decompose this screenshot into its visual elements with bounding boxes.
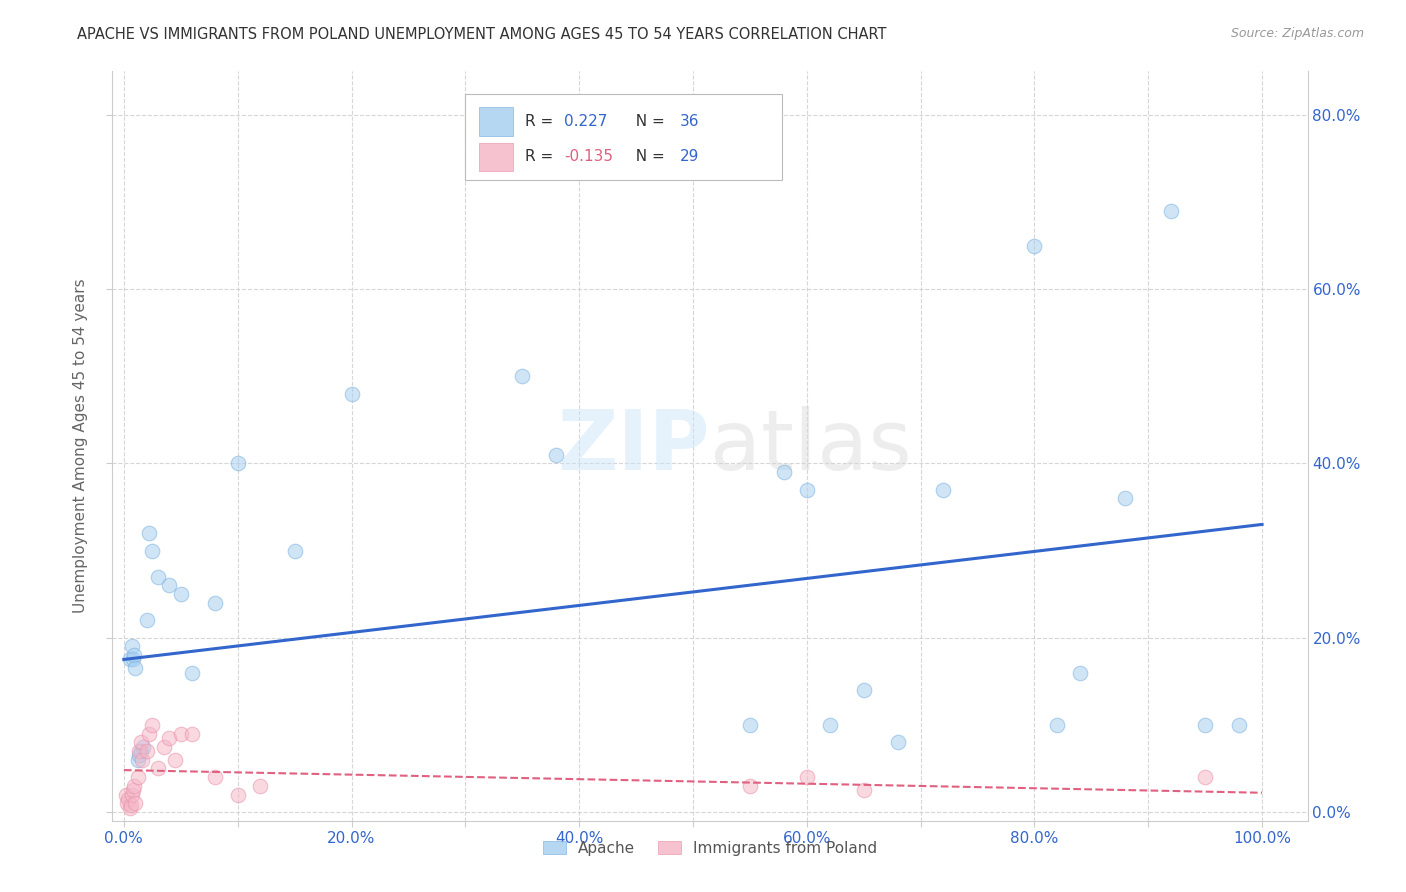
Text: APACHE VS IMMIGRANTS FROM POLAND UNEMPLOYMENT AMONG AGES 45 TO 54 YEARS CORRELAT: APACHE VS IMMIGRANTS FROM POLAND UNEMPLO…: [77, 27, 887, 42]
Text: 29: 29: [681, 149, 700, 164]
Point: [129, 744, 152, 758]
Point: [340, 386, 363, 401]
Point: [138, 526, 160, 541]
Point: [1160, 203, 1182, 218]
Point: [226, 788, 249, 802]
Point: [165, 753, 187, 767]
Point: [932, 483, 955, 497]
Point: [1046, 718, 1069, 732]
Point: [887, 735, 910, 749]
Text: ZIP: ZIP: [558, 406, 710, 486]
Point: [852, 783, 875, 797]
Point: [738, 779, 761, 793]
Point: [226, 457, 249, 471]
Point: [818, 718, 841, 732]
Point: [129, 735, 152, 749]
Point: [132, 739, 155, 754]
Text: 0.227: 0.227: [564, 114, 607, 129]
Point: [1194, 718, 1216, 732]
Point: [122, 783, 145, 797]
Point: [1114, 491, 1136, 506]
Point: [852, 682, 875, 697]
Point: [170, 587, 193, 601]
FancyBboxPatch shape: [465, 94, 782, 180]
Point: [127, 770, 149, 784]
Point: [546, 448, 568, 462]
Point: [157, 731, 180, 745]
Point: [117, 792, 139, 806]
Bar: [479, 107, 513, 136]
Point: [138, 726, 160, 740]
Point: [796, 770, 818, 784]
Point: [131, 753, 153, 767]
Point: [1194, 770, 1216, 784]
Point: [128, 748, 150, 763]
Point: [122, 652, 145, 666]
Point: [1227, 718, 1250, 732]
Point: [170, 726, 193, 740]
Point: [117, 796, 139, 810]
Point: [122, 779, 145, 793]
Point: [118, 652, 141, 666]
Point: [128, 744, 150, 758]
Text: N =: N =: [627, 114, 671, 129]
Text: R =: R =: [524, 114, 558, 129]
Point: [773, 465, 796, 479]
Point: [510, 369, 533, 384]
Point: [796, 483, 818, 497]
Point: [204, 596, 226, 610]
Text: -0.135: -0.135: [564, 149, 613, 164]
Point: [284, 543, 307, 558]
Point: [122, 648, 145, 662]
Point: [146, 570, 169, 584]
Point: [181, 726, 204, 740]
Point: [249, 779, 271, 793]
Point: [141, 543, 163, 558]
Point: [127, 753, 149, 767]
Text: Source: ZipAtlas.com: Source: ZipAtlas.com: [1230, 27, 1364, 40]
Point: [120, 797, 142, 812]
Legend: Apache, Immigrants from Poland: Apache, Immigrants from Poland: [537, 834, 883, 862]
Point: [738, 718, 761, 732]
Point: [124, 661, 146, 675]
Point: [141, 718, 163, 732]
Point: [121, 640, 143, 654]
Y-axis label: Unemployment Among Ages 45 to 54 years: Unemployment Among Ages 45 to 54 years: [73, 278, 89, 614]
Point: [204, 770, 226, 784]
Point: [135, 613, 157, 627]
Point: [1024, 238, 1046, 252]
Text: R =: R =: [524, 149, 558, 164]
Point: [181, 665, 204, 680]
Point: [124, 796, 146, 810]
Point: [152, 739, 174, 754]
Point: [146, 761, 169, 775]
Text: 36: 36: [681, 114, 700, 129]
Text: N =: N =: [627, 149, 671, 164]
Point: [135, 744, 157, 758]
Point: [121, 788, 143, 802]
Bar: [479, 143, 513, 171]
Point: [115, 788, 138, 802]
Text: atlas: atlas: [710, 406, 911, 486]
Point: [1069, 665, 1091, 680]
Point: [118, 800, 141, 814]
Point: [157, 578, 180, 592]
